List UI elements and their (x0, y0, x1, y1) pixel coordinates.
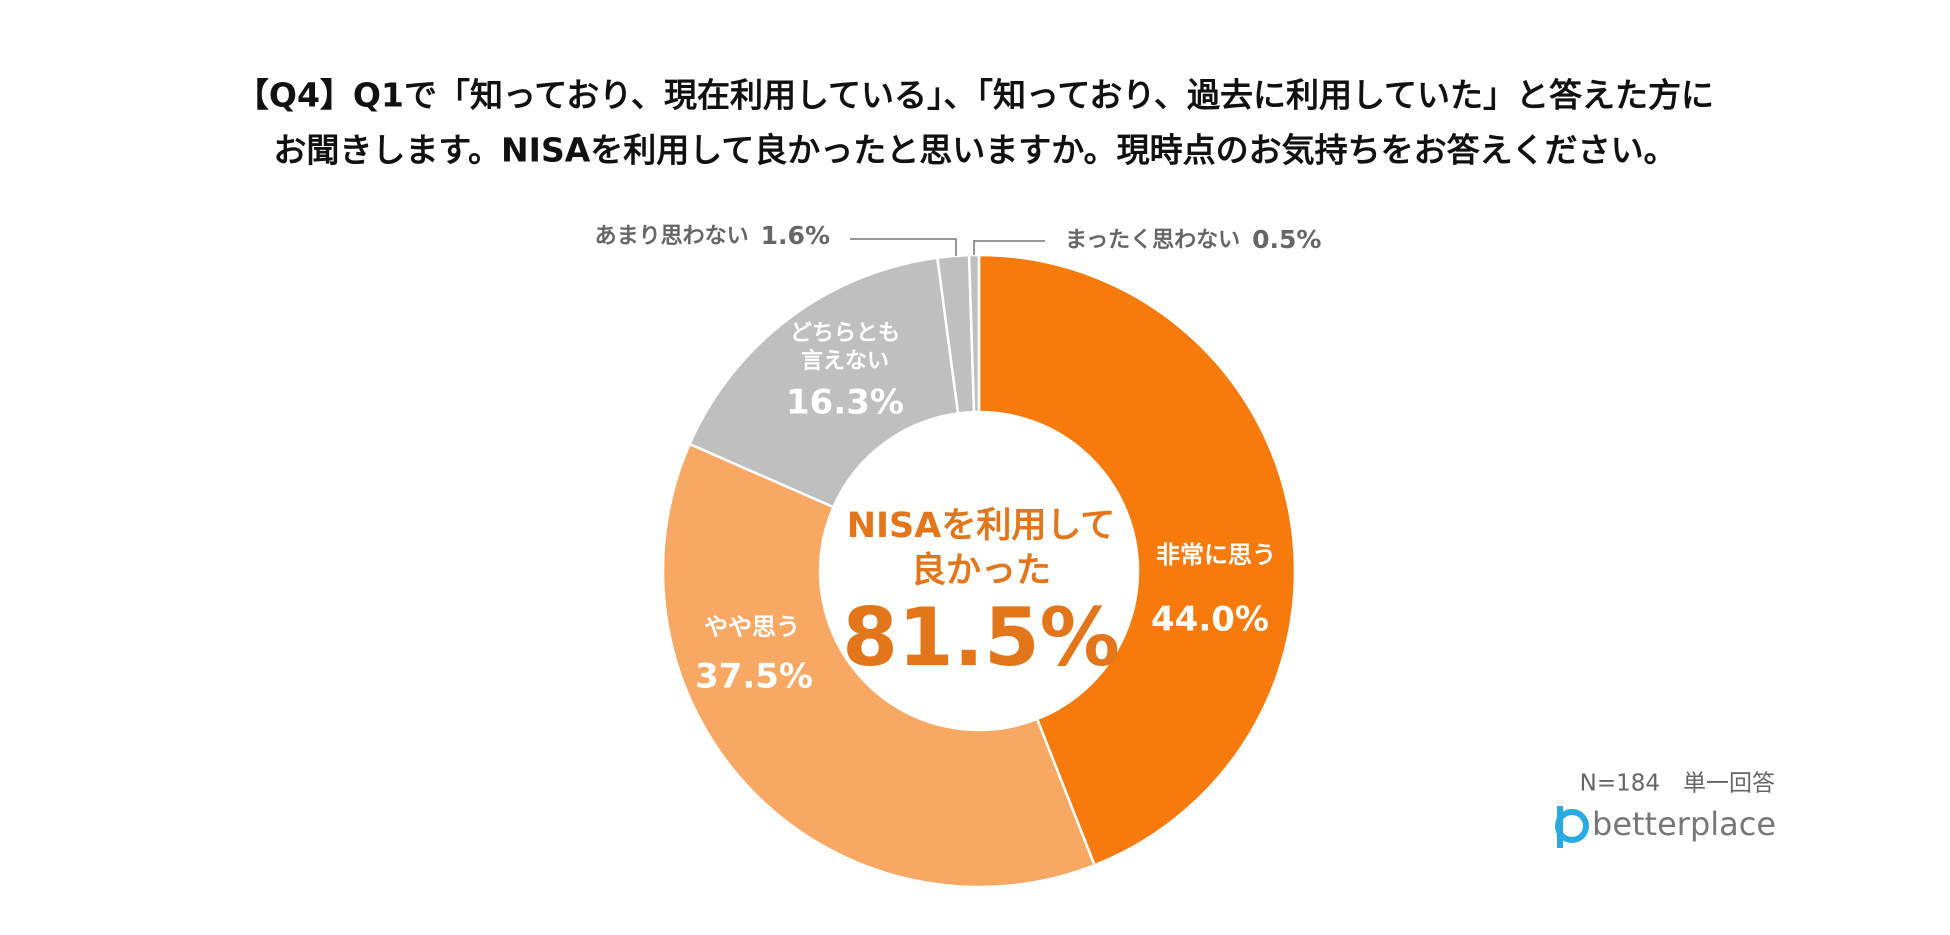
center-value: 81.5% (842, 591, 1120, 684)
slice (967, 253, 981, 414)
value-label: 1.6% (761, 221, 830, 250)
leader-line (973, 240, 1045, 256)
category-label: やや思う (704, 613, 800, 641)
slice (977, 253, 1297, 867)
category-label-box: どちらとも言えない (789, 321, 900, 374)
slice (687, 256, 960, 509)
chart-title: お聞きします。NISAを利用して良かったと思いますか。現時点のお気持ちをお答えく… (273, 131, 1676, 170)
logo-text: betterplace (1592, 805, 1776, 843)
slice-label: あまり思わない 1.6% (595, 221, 830, 250)
value-label: 44.0% (1151, 600, 1269, 640)
logo: betterplace (1555, 805, 1776, 848)
category-label: 非常に思う (1156, 541, 1276, 569)
value-label: 37.5% (695, 657, 813, 697)
value-label: 0.5% (1252, 225, 1321, 254)
slice-label: まったく思わない 0.5% (1065, 225, 1321, 254)
value-label: 16.3% (786, 383, 904, 423)
category-label: まったく思わない (1065, 228, 1240, 253)
category-label: どちらとも言えない (789, 321, 900, 374)
plot: 非常に思う 44.0% やや思う 37.5% どちらとも言えない 16.3% あまり思わない… (595, 221, 1321, 889)
leader-line (850, 238, 957, 257)
center-label: NISAを利用して (847, 506, 1116, 546)
category-label: あまり思わない (595, 224, 749, 249)
slice (661, 442, 1097, 889)
center-label: 良かった (911, 551, 1051, 591)
chart-title: 【Q4】Q1で「知っており、現在利用している」、「知っており、過去に利用していた… (236, 76, 1714, 115)
note: N=184 単一回答 (1580, 771, 1775, 797)
